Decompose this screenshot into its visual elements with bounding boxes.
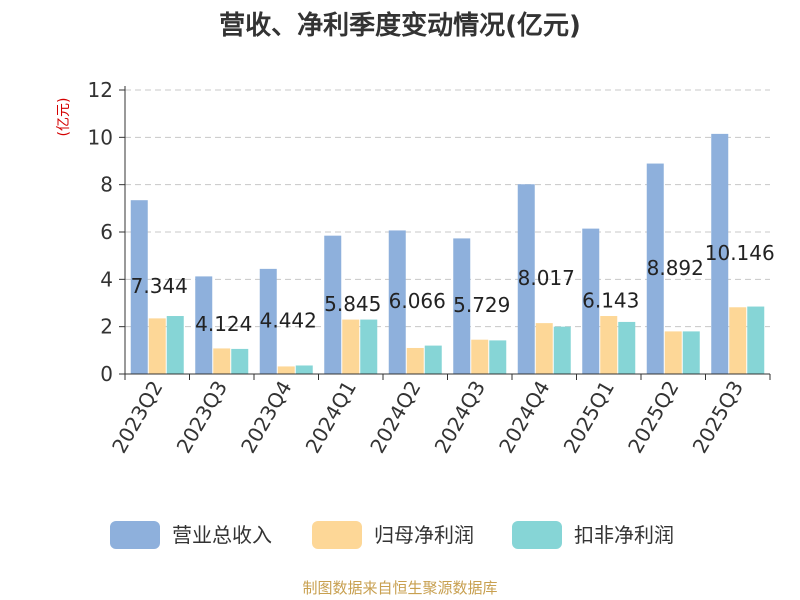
data-label: 5.845: [324, 292, 381, 316]
legend-swatch: [110, 521, 160, 549]
legend-item[interactable]: 归母净利润: [312, 521, 474, 549]
legend-swatch: [512, 521, 562, 549]
y-tick-label: 12: [88, 78, 113, 102]
bar-营业总收入: [388, 230, 406, 374]
bar-扣非净利润: [489, 340, 507, 374]
y-tick-label: 8: [100, 173, 113, 197]
y-tick-labels: 0 2 4 6 8 10 12: [88, 78, 113, 386]
bar-归母净利润: [213, 348, 231, 374]
data-label: 5.729: [453, 293, 510, 317]
bar-归母净利润: [406, 347, 424, 374]
x-tick-label: 2025Q3: [688, 377, 748, 458]
bar-归母净利润: [277, 366, 295, 374]
legend-label: 扣非净利润: [574, 523, 674, 547]
y-tick-label: 2: [100, 315, 113, 339]
legend-item[interactable]: 扣非净利润: [512, 521, 674, 549]
y-tick-label: 0: [100, 362, 113, 386]
bar-扣非净利润: [424, 345, 442, 374]
legend-label: 营业总收入: [172, 523, 272, 547]
x-tick-labels: 2023Q2 2023Q3 2023Q4 2024Q1 2024Q2 2024Q3 2024…: [107, 377, 748, 458]
data-label: 6.143: [582, 288, 639, 312]
data-label: 8.017: [518, 266, 575, 290]
axes: [119, 86, 771, 380]
bar-归母净利润: [664, 331, 682, 374]
x-tick-label: 2023Q4: [236, 377, 296, 458]
x-tick-label: 2024Q2: [365, 377, 425, 458]
data-label: 8.892: [647, 256, 704, 280]
bar-营业总收入: [324, 235, 342, 374]
bar-扣非净利润: [231, 348, 249, 374]
chart-title: 营收、净利季度变动情况(亿元): [219, 10, 581, 41]
y-tick-label: 6: [100, 220, 113, 244]
source-note: 制图数据来自恒生聚源数据库: [302, 579, 497, 597]
bar-归母净利润: [600, 316, 618, 374]
data-label: 7.344: [131, 274, 188, 298]
x-tick-label: 2025Q1: [559, 377, 619, 458]
gridlines: [125, 89, 770, 328]
bar-营业总收入: [711, 133, 729, 374]
y-tick-label: 10: [88, 125, 113, 149]
legend-label: 归母净利润: [374, 523, 474, 547]
data-label: 4.442: [260, 308, 317, 332]
bar-营业总收入: [130, 200, 148, 374]
bar-扣非净利润: [360, 319, 378, 374]
bar-归母净利润: [535, 323, 553, 374]
bar-归母净利润: [148, 318, 166, 374]
x-tick-label: 2024Q4: [494, 377, 554, 458]
data-label: 10.146: [705, 241, 775, 265]
x-tick-label: 2024Q3: [430, 377, 490, 458]
bar-营业总收入: [259, 268, 277, 374]
x-tick-label: 2023Q2: [107, 377, 167, 458]
bar-营业总收入: [453, 238, 471, 374]
bar-归母净利润: [471, 339, 489, 374]
y-tick-label: 4: [100, 267, 113, 291]
y-axis-label: (亿元): [56, 98, 72, 137]
data-labels: 7.344 4.124 4.442 5.845 6.066 5.729 8.017 6.143…: [131, 241, 775, 336]
bar-扣非净利润: [682, 331, 700, 374]
x-tick-label: 2024Q1: [301, 377, 361, 458]
legend-swatch: [312, 521, 362, 549]
bar-扣非净利润: [295, 365, 313, 374]
bar-归母净利润: [729, 307, 747, 374]
bar-扣非净利润: [747, 306, 765, 374]
bar-扣非净利润: [618, 321, 636, 374]
data-label: 6.066: [389, 289, 446, 313]
bar-营业总收入: [646, 163, 664, 374]
bars: [130, 133, 765, 374]
x-tick-label: 2025Q2: [623, 377, 683, 458]
bar-营业总收入: [195, 276, 213, 374]
legend[interactable]: 营业总收入 归母净利润 扣非净利润: [110, 521, 674, 549]
legend-item[interactable]: 营业总收入: [110, 521, 272, 549]
bar-扣非净利润: [553, 326, 571, 374]
bar-归母净利润: [342, 319, 360, 374]
bar-营业总收入: [582, 228, 600, 374]
x-tick-label: 2023Q3: [172, 377, 232, 458]
bar-扣非净利润: [166, 316, 184, 374]
data-label: 4.124: [195, 312, 252, 336]
bar-营业总收入: [517, 184, 535, 374]
